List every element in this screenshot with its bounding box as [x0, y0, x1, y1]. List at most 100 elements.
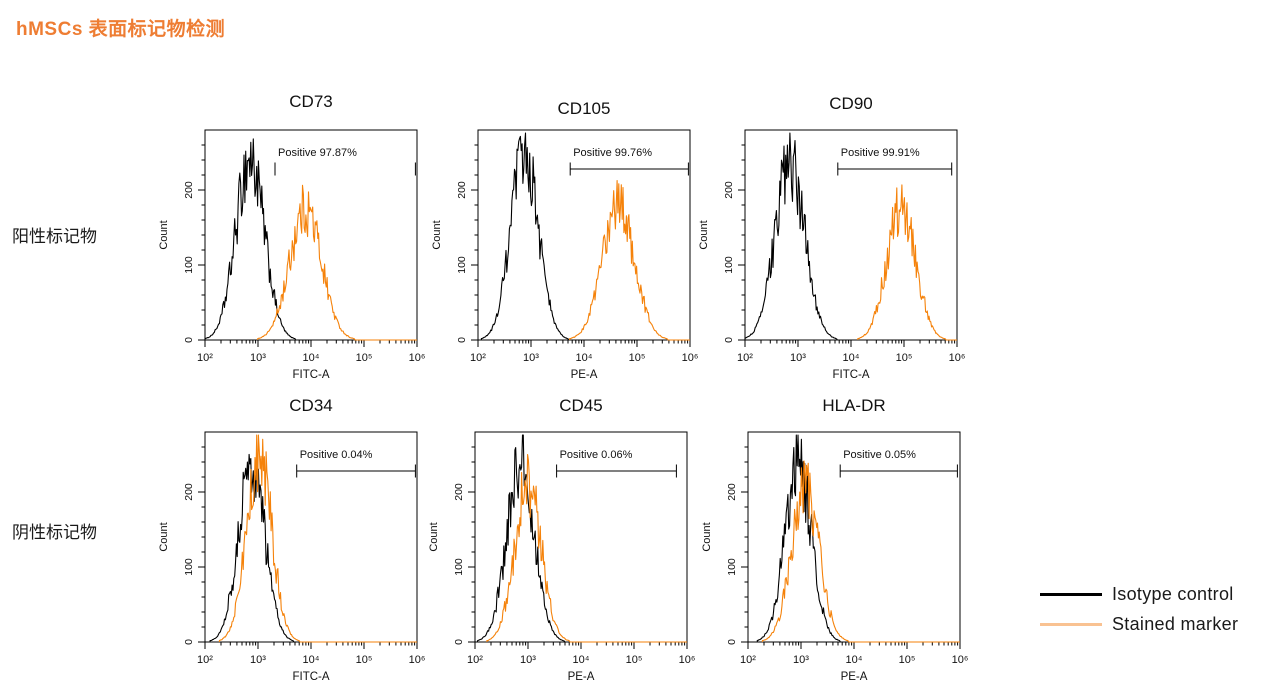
plot-title-hla-dr: HLA-DR [822, 396, 886, 415]
y-tick-label: 100 [726, 558, 738, 576]
plot-title-cd45: CD45 [559, 396, 603, 415]
stained-marker-curve [857, 184, 957, 341]
legend-label: Stained marker [1112, 614, 1239, 634]
x-tick-label: 10² [740, 654, 756, 666]
isotype-control-line-swatch [1040, 593, 1102, 596]
y-tick-label: 0 [183, 639, 195, 645]
x-tick-label: 10² [470, 352, 486, 364]
y-tick-label: 100 [183, 558, 195, 576]
y-tick-label: 200 [456, 181, 468, 199]
y-axis-label: Count [428, 522, 440, 551]
y-axis-label: Count [701, 522, 713, 551]
page-title: hMSCs 表面标记物检测 [16, 19, 226, 40]
positive-gate-label: Positive 97.87% [278, 147, 357, 159]
y-axis-label: Count [158, 522, 170, 551]
y-tick-label: 0 [723, 337, 735, 343]
x-tick-label: 10⁵ [356, 654, 373, 666]
stained-marker-curve [569, 180, 690, 341]
positive-gate-label: Positive 0.06% [560, 449, 633, 461]
row-label-positive-markers: 阳性标记物 [12, 227, 97, 246]
x-tick-label: 10³ [250, 352, 266, 364]
isotype-control-curve [756, 434, 960, 643]
x-tick-label: 10⁶ [409, 654, 426, 666]
histogram-plot-hla-dr: 10² 10³ 10⁴ 10⁵ 10⁶ 0 100 200 PE-A Count Positive … [701, 431, 969, 683]
x-tick-label: 10⁴ [303, 352, 320, 364]
x-tick-label: 10⁶ [949, 352, 966, 364]
plot-frame [747, 431, 961, 643]
histogram-plot-cd90: 10² 10³ 10⁴ 10⁵ 10⁶ 0 100 200 FITC-A Count Positiv… [698, 129, 966, 381]
x-tick-label: 10⁵ [626, 654, 643, 666]
legend-item-stained-marker: Stained marker [1040, 614, 1276, 635]
y-tick-label: 200 [183, 483, 195, 501]
y-axis-label: Count [431, 220, 443, 249]
legend: Isotype control Stained marker [1040, 584, 1276, 644]
histogram-plot-cd105: 10² 10³ 10⁴ 10⁵ 10⁶ 0 100 200 PE-A Count Positive … [431, 129, 699, 381]
histogram-plot-cd45: 10² 10³ 10⁴ 10⁵ 10⁶ 0 100 200 PE-A Count Positive … [428, 431, 695, 683]
x-tick-label: 10² [467, 654, 483, 666]
y-tick-label: 200 [453, 483, 465, 501]
positive-gate-label: Positive 0.04% [300, 449, 373, 461]
x-tick-label: 10³ [250, 654, 266, 666]
x-axis-label: FITC-A [832, 369, 869, 381]
x-tick-label: 10² [197, 352, 213, 364]
y-tick-label: 200 [183, 181, 195, 199]
plot-title-cd90: CD90 [829, 94, 873, 113]
x-tick-label: 10⁵ [899, 654, 916, 666]
histogram-plot-cd73: 10² 10³ 10⁴ 10⁵ 10⁶ 0 100 200 FITC-A Count Positiv… [158, 129, 426, 381]
y-tick-label: 0 [726, 639, 738, 645]
isotype-control-curve [744, 132, 957, 341]
isotype-control-curve [480, 132, 690, 341]
positive-gate-label: Positive 99.91% [841, 147, 920, 159]
plot-title-cd73: CD73 [289, 92, 333, 111]
x-tick-label: 10⁴ [846, 654, 863, 666]
x-axis-label: PE-A [841, 671, 868, 683]
x-tick-label: 10⁶ [952, 654, 969, 666]
positive-gate-label: Positive 99.76% [573, 147, 652, 159]
row-label-negative-markers: 阴性标记物 [12, 523, 97, 542]
legend-label: Isotype control [1112, 584, 1234, 604]
x-tick-label: 10⁶ [409, 352, 426, 364]
y-tick-label: 0 [183, 337, 195, 343]
y-axis-label: Count [158, 220, 170, 249]
y-tick-label: 100 [453, 558, 465, 576]
x-tick-label: 10⁴ [303, 654, 320, 666]
x-axis-label: PE-A [568, 671, 595, 683]
x-tick-label: 10⁵ [896, 352, 913, 364]
isotype-control-curve [204, 138, 417, 341]
plot-frame [204, 431, 418, 643]
x-tick-label: 10³ [793, 654, 809, 666]
positive-gate-label: Positive 0.05% [843, 449, 916, 461]
y-axis-label: Count [698, 220, 710, 249]
y-tick-label: 100 [456, 256, 468, 274]
x-axis-label: FITC-A [292, 671, 329, 683]
x-tick-label: 10⁴ [576, 352, 593, 364]
stained-marker-curve [486, 453, 687, 643]
x-tick-label: 10⁶ [682, 352, 699, 364]
isotype-control-curve [476, 434, 687, 643]
x-tick-label: 10³ [523, 352, 539, 364]
legend-item-isotype-control: Isotype control [1040, 584, 1276, 605]
y-tick-label: 200 [726, 483, 738, 501]
y-tick-label: 100 [183, 256, 195, 274]
x-tick-label: 10⁴ [573, 654, 590, 666]
y-tick-label: 0 [456, 337, 468, 343]
y-tick-label: 100 [723, 256, 735, 274]
x-axis-label: FITC-A [292, 369, 329, 381]
stained-marker-line-swatch [1040, 623, 1102, 626]
isotype-control-curve [209, 453, 417, 643]
x-tick-label: 10² [197, 654, 213, 666]
plot-title-cd34: CD34 [289, 396, 333, 415]
x-axis-label: PE-A [571, 369, 598, 381]
stained-marker-curve [257, 184, 417, 341]
x-tick-label: 10⁵ [356, 352, 373, 364]
x-tick-label: 10⁴ [843, 352, 860, 364]
plot-title-cd105: CD105 [557, 99, 611, 118]
x-tick-label: 10⁵ [629, 352, 646, 364]
x-tick-label: 10² [737, 352, 753, 364]
plot-frame [477, 129, 691, 341]
y-tick-label: 0 [453, 639, 465, 645]
x-tick-label: 10³ [790, 352, 806, 364]
histogram-plot-cd34: 10² 10³ 10⁴ 10⁵ 10⁶ 0 100 200 FITC-A Count Positiv… [158, 431, 426, 683]
y-tick-label: 200 [723, 181, 735, 199]
stained-marker-curve [761, 460, 960, 643]
